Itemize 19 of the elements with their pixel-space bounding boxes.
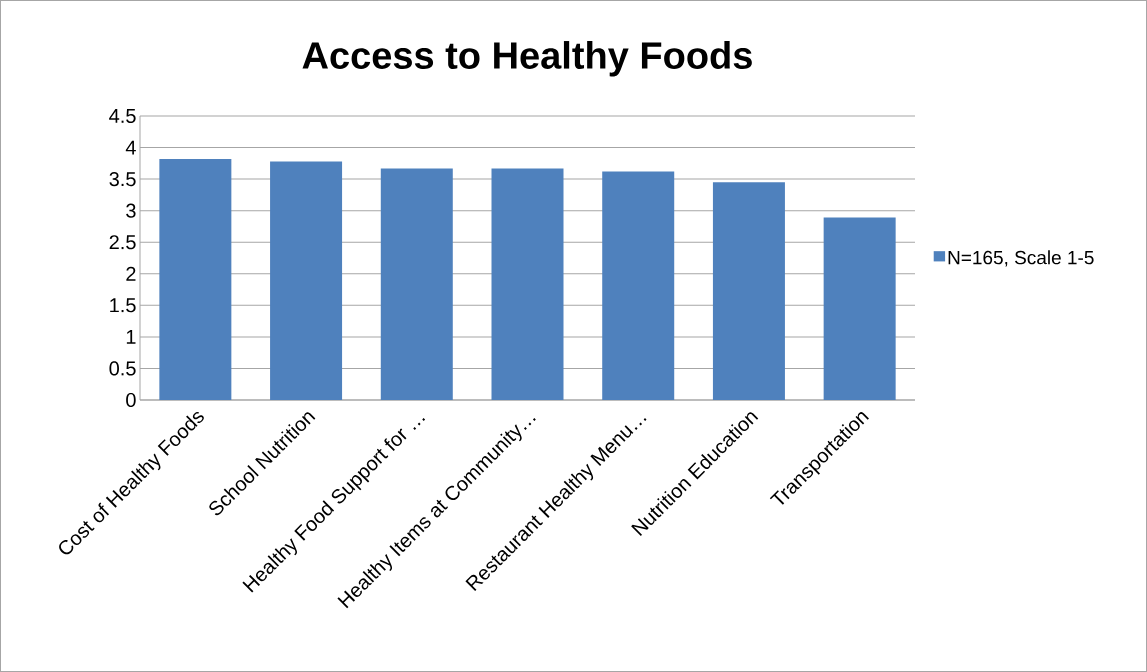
bar: [491, 168, 564, 400]
bar: [159, 158, 232, 400]
y-tick-label: 3: [126, 203, 136, 218]
bar: [602, 171, 675, 400]
y-tick-label: 4.5: [109, 109, 136, 123]
bar: [380, 168, 453, 400]
bar: [712, 182, 785, 400]
y-tick-label: 3.5: [109, 172, 136, 187]
y-tick-label: 2: [126, 266, 136, 281]
y-tick-label: 1.5: [110, 298, 136, 313]
chart-title: Access to Healthy Foods: [302, 41, 752, 77]
bar: [823, 217, 896, 400]
bar: [270, 161, 343, 400]
y-tick-label: 0: [126, 392, 136, 408]
y-tick-label: 2.5: [109, 235, 136, 250]
y-tick-label: 0.5: [109, 361, 136, 376]
y-tick-label: 4: [125, 140, 136, 155]
legend-label: N=165, Scale 1-5: [948, 250, 1094, 267]
y-tick-label: 1: [126, 330, 136, 344]
